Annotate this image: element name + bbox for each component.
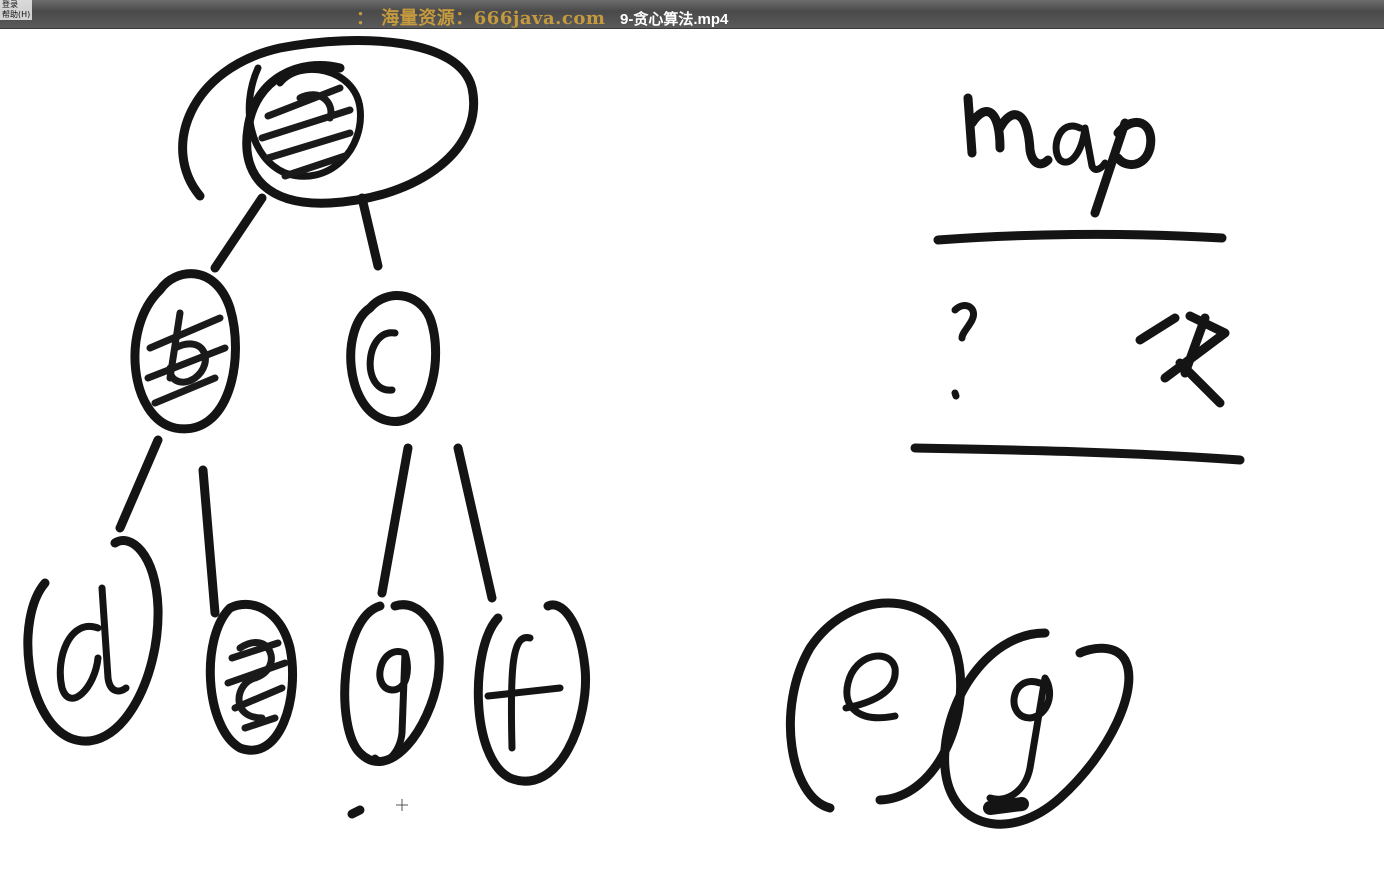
tree-node-d	[23, 536, 163, 746]
title-bar: 登录 帮助(H) ： 海量资源：666java.com 9-贪心算法.mp4	[0, 0, 1384, 29]
menu-item-login[interactable]: 登录	[2, 0, 18, 9]
whiteboard-drawing	[23, 36, 1245, 829]
map-table-top-line	[933, 229, 1227, 245]
edge-c-f	[453, 443, 497, 603]
watermark-text: ： 海量资源：666java.com	[356, 8, 606, 29]
tree-node-f	[473, 600, 591, 786]
map-table-bottom-line	[910, 443, 1245, 465]
tree-node-root	[178, 36, 479, 208]
edge-b-d	[115, 435, 163, 533]
edge-root-c	[357, 193, 383, 271]
menu-fragment[interactable]: 登录 帮助(H)	[0, 0, 33, 20]
tree-node-b	[130, 269, 240, 434]
whiteboard-canvas	[0, 28, 1384, 884]
crosshair-cursor-icon	[396, 796, 408, 811]
edge-b-e	[198, 465, 220, 618]
map-row-entry	[951, 302, 1230, 408]
tree-node-e	[205, 599, 298, 755]
tree-node-g	[340, 600, 444, 819]
video-title: 9-贪心算法.mp4	[620, 11, 729, 28]
map-label	[963, 93, 1156, 218]
aside-node-e	[785, 598, 966, 813]
menu-item-help[interactable]: 帮助(H)	[2, 10, 31, 19]
edge-root-b	[210, 193, 267, 273]
aside-node-g	[940, 628, 1134, 829]
edge-c-g	[377, 443, 413, 598]
tree-node-c	[346, 291, 441, 426]
